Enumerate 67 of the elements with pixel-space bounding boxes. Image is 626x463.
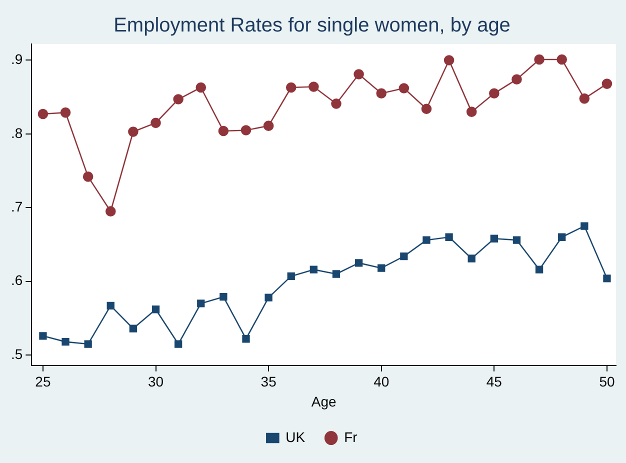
point [62,338,70,346]
point [378,264,386,272]
point [445,233,453,241]
point [287,272,295,280]
point [354,69,364,80]
point [105,206,116,216]
x-tick-label: 30 [148,374,164,390]
x-tick-label: 35 [260,374,277,390]
x-tick-label: 40 [374,374,390,390]
point [240,125,252,136]
point [468,254,476,262]
point [152,306,160,314]
point [558,233,566,241]
x-tick-label: 25 [35,374,51,390]
point [512,74,522,85]
point [264,294,272,302]
point [332,270,340,278]
point [129,324,138,332]
y-tick-label: .6 [10,272,23,288]
point [603,274,611,282]
y-tick-label: .9 [10,51,23,68]
point [490,234,498,242]
point [579,93,590,104]
point [84,340,92,348]
point [128,126,138,137]
point [331,98,342,109]
x-tick-label: 45 [486,374,502,390]
point [556,54,568,65]
legend-label: UK [286,428,306,445]
point [38,108,48,120]
point [310,266,318,274]
point [512,236,521,244]
point [489,88,500,99]
point [466,106,477,117]
legend-label: Fr [344,428,358,445]
x-axis-title: Age [311,393,336,410]
point [422,236,430,244]
point [354,259,363,267]
point [218,126,229,136]
point [376,88,387,99]
point [580,222,588,230]
point [174,340,182,348]
point [173,94,184,104]
point [39,332,47,340]
point [421,104,432,114]
point [535,266,544,274]
point [197,300,205,308]
y-tick-label: .7 [10,198,23,215]
point [150,118,161,128]
point [602,78,612,89]
point [60,107,71,118]
point [400,252,408,260]
point [286,82,296,93]
point [398,83,410,94]
point [308,82,319,92]
point [263,120,274,131]
chart-title: Employment Rates for single women, by age [114,14,510,37]
point [242,335,250,343]
point [82,172,94,182]
x-tick-label: 50 [599,374,615,390]
point [220,293,228,301]
y-tick-label: .8 [10,124,23,141]
point [196,82,206,93]
point [444,55,454,66]
point [106,302,114,310]
y-tick-label: .5 [10,346,23,362]
point [534,54,544,65]
